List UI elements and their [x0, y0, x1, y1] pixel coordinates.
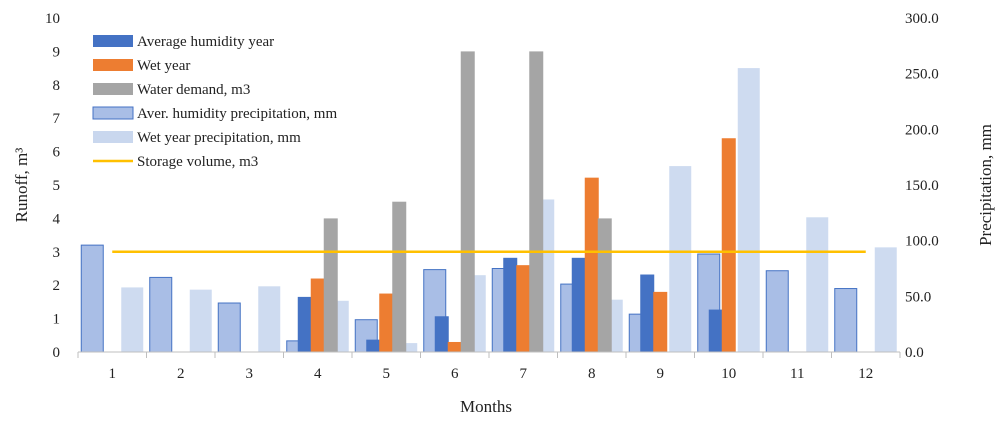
y-axis-left-title: Runoff, m³: [12, 148, 31, 223]
y-right-tick-label: 50.0: [905, 289, 931, 305]
bar-water-demand-m3: [597, 218, 612, 352]
bar-average-humidity-year: [434, 316, 449, 352]
x-tick-label: 1: [109, 366, 117, 382]
bar-wet-year-precipitation-mm: [189, 289, 212, 352]
x-tick-label: 12: [858, 366, 873, 382]
legend-label: Wet year precipitation, mm: [137, 130, 301, 146]
bar-average-humidity-year: [366, 339, 381, 352]
y-right-tick-label: 300.0: [905, 11, 939, 27]
y-left-tick-label: 2: [53, 278, 61, 294]
bar-average-humidity-year: [297, 296, 312, 352]
bar-water-demand-m3: [460, 51, 475, 353]
bar-average-humidity-year: [708, 309, 723, 352]
x-tick-label: 8: [588, 366, 596, 382]
bars-layer: [80, 51, 897, 353]
legend: Average humidity year Wet year Water deman…: [92, 34, 337, 170]
bar-average-humidity-year: [503, 257, 518, 352]
bar-average-humidity-year: [640, 274, 655, 352]
bar-wet-year-precipitation-mm: [806, 217, 829, 352]
x-tick-label: 11: [790, 366, 804, 382]
y-right-tick-label: 200.0: [905, 122, 939, 138]
x-tick-label: 9: [657, 366, 665, 382]
bar-water-demand-m3: [529, 51, 544, 353]
y-right-tick-label: 150.0: [905, 178, 939, 194]
y-axis-right-title: Precipitation, mm: [976, 124, 995, 246]
legend-swatch: [93, 35, 133, 47]
bar-water-demand-m3: [323, 218, 338, 352]
bar-wet-year-precipitation-mm: [121, 287, 144, 352]
y-left-tick-label: 1: [53, 312, 61, 328]
x-tick-label: 6: [451, 366, 459, 382]
y-left-tick-label: 3: [53, 245, 61, 261]
y-left-tick-label: 5: [53, 178, 61, 194]
bar-wet-year-precipitation-mm: [737, 68, 760, 352]
legend-swatch: [92, 106, 134, 120]
bar-wet-year-precipitation-mm: [874, 247, 897, 352]
bar-wet-year-precipitation-mm: [258, 286, 281, 352]
bar-wet-year: [379, 293, 394, 352]
y-right-tick-label: 250.0: [905, 67, 939, 83]
x-tick-label: 4: [314, 366, 322, 382]
legend-label: Storage volume, m3: [137, 154, 258, 170]
legend-swatch: [93, 83, 133, 95]
legend-label: Average humidity year: [137, 34, 274, 50]
x-tick-label: 5: [383, 366, 391, 382]
x-tick-label: 7: [520, 366, 528, 382]
bar-wet-year-precipitation-mm: [669, 166, 692, 352]
y-left-tick-label: 4: [53, 211, 61, 227]
bar-average-humidity-year: [571, 257, 586, 352]
legend-swatch: [93, 59, 133, 71]
y-left-tick-label: 8: [53, 78, 61, 94]
bar-aver-humidity-precipitation-mm: [834, 288, 858, 353]
y-left-tick-label: 0: [53, 345, 61, 361]
bar-wet-year: [721, 138, 736, 352]
y-right-tick-label: 0.0: [905, 345, 924, 361]
bar-aver-humidity-precipitation-mm: [217, 302, 241, 353]
bar-wet-year: [516, 265, 531, 352]
y-left-tick-label: 10: [45, 11, 60, 27]
bar-wet-year: [447, 341, 462, 352]
bar-wet-year: [310, 278, 325, 352]
bar-wet-year: [584, 177, 599, 352]
y-left-tick-label: 6: [53, 145, 61, 161]
legend-label: Wet year: [137, 58, 190, 74]
x-tick-label: 10: [721, 366, 736, 382]
bar-wet-year: [653, 291, 668, 352]
bar-aver-humidity-precipitation-mm: [80, 244, 104, 353]
legend-label: Aver. humidity precipitation, mm: [137, 106, 337, 122]
legend-swatch: [93, 131, 133, 143]
x-axis-title: Months: [460, 397, 512, 416]
x-tick-label: 2: [177, 366, 185, 382]
bar-aver-humidity-precipitation-mm: [149, 276, 173, 353]
bar-aver-humidity-precipitation-mm: [765, 270, 789, 353]
y-right-tick-label: 100.0: [905, 234, 939, 250]
bar-water-demand-m3: [392, 201, 407, 352]
y-left-tick-label: 7: [53, 111, 61, 127]
axes-layer: 1 2 3 4 5 6 7 8 9 10 11 120123456789100.050.0100.01…: [45, 11, 939, 382]
x-tick-label: 3: [246, 366, 254, 382]
y-left-tick-label: 9: [53, 44, 61, 60]
legend-label: Water demand, m3: [137, 82, 250, 98]
